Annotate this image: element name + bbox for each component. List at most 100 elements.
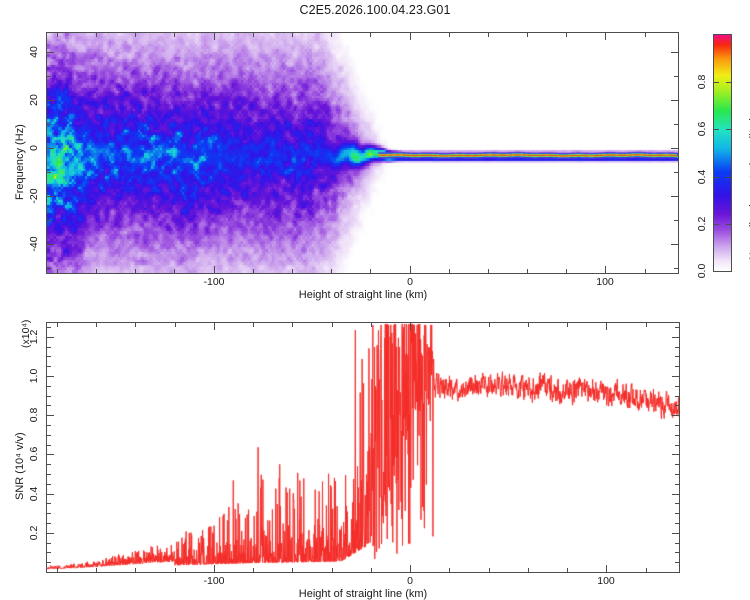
snr-xtick-minor <box>567 568 568 572</box>
spectrogram-xtick-major-top <box>605 33 606 40</box>
snr-ytick-major <box>47 494 54 495</box>
snr-ytick-minor-right <box>675 445 679 446</box>
snr-ytick-minor-right <box>675 405 679 406</box>
spectrogram-xtick-minor-top <box>645 33 646 37</box>
snr-xtick-minor-top <box>332 323 333 327</box>
spectrogram-ytick-minor-right <box>674 76 678 77</box>
snr-ytick-minor-right <box>675 366 679 367</box>
snr-xtick-minor-top <box>292 323 293 327</box>
snr-xtick-minor-top <box>489 323 490 327</box>
spectrogram-xtick-minor <box>96 269 97 273</box>
spectrogram-ytick-major-right <box>671 52 678 53</box>
snr-xtick-minor <box>646 568 647 572</box>
snr-ytick-major-right <box>672 376 679 377</box>
spectrogram-xtick-minor <box>174 269 175 273</box>
snr-ytick-minor-right <box>675 356 679 357</box>
snr-xticklabel: 100 <box>597 575 615 587</box>
snr-xtick-minor-top <box>175 323 176 327</box>
colorbar-ticklabel: 0.2 <box>696 216 708 232</box>
colorbar-ticklabel: 0.8 <box>696 74 708 90</box>
snr-xtick-minor <box>96 568 97 572</box>
spectrogram-xtick-minor-top <box>566 33 567 37</box>
snr-yticklabel: 0.8 <box>28 407 40 423</box>
snr-xticklabel: 0 <box>407 575 413 587</box>
spectrogram-yticklabel: -20 <box>28 188 40 204</box>
snr-ytick-minor-right <box>675 474 679 475</box>
snr-ytick-minor <box>47 366 51 367</box>
spectrogram-xtick-minor-top <box>96 33 97 37</box>
snr-ytick-minor <box>47 445 51 446</box>
spectrogram-xticklabel: 0 <box>407 276 413 288</box>
snr-ytick-major <box>47 376 54 377</box>
colorbar-ticklabel: 0.6 <box>696 121 708 137</box>
spectrogram-xtick-minor-top <box>331 33 332 37</box>
spectrogram-xtick-minor <box>331 269 332 273</box>
snr-xtick-minor <box>449 568 450 572</box>
snr-ytick-major <box>47 454 54 455</box>
spectrogram-yticklabel: -40 <box>28 236 40 252</box>
colorbar-gradient <box>714 35 731 271</box>
snr-ytick-minor-right <box>675 484 679 485</box>
snr-ytick-minor <box>47 474 51 475</box>
snr-ytick-minor <box>47 552 51 553</box>
colorbar-tick <box>714 177 719 178</box>
spectrogram-ytick-minor-right <box>674 172 678 173</box>
snr-xtick-major-top <box>410 323 411 330</box>
spectrogram-xticklabel: 100 <box>596 276 614 288</box>
snr-xtick-major-top <box>606 323 607 330</box>
snr-ytick-major <box>47 533 54 534</box>
spectrogram-ytick-minor <box>47 220 51 221</box>
snr-ytick-minor <box>47 356 51 357</box>
snr-xtick-minor-top <box>371 323 372 327</box>
spectrogram-image <box>47 33 678 273</box>
spectrogram-ytick-major <box>47 52 54 53</box>
snr-xtick-minor <box>135 568 136 572</box>
snr-ytick-major <box>47 337 54 338</box>
snr-xticklabel: -100 <box>203 575 225 587</box>
snr-ytick-minor-right <box>675 425 679 426</box>
snr-xtick-minor-top <box>253 323 254 327</box>
spectrogram-ylabel: Frequency (Hz) <box>14 124 26 200</box>
snr-xtick-minor-top <box>449 323 450 327</box>
snr-xtick-minor <box>175 568 176 572</box>
snr-ylabel: SNR (10⁴ v/v) <box>14 432 26 500</box>
spectrogram-xtick-major <box>410 266 411 273</box>
colorbar-ticklabel: 0.0 <box>696 263 708 279</box>
colorbar-tick <box>714 224 719 225</box>
spectrogram-yticklabel: 0 <box>28 145 40 151</box>
snr-yticklabel: 0.4 <box>28 486 40 502</box>
spectrogram-yticklabel: 40 <box>28 46 40 58</box>
snr-xtick-minor <box>489 568 490 572</box>
spectrogram-ytick-major <box>47 148 54 149</box>
snr-xtick-minor-top <box>567 323 568 327</box>
snr-ytick-minor <box>47 572 51 573</box>
spectrogram-xtick-minor-top <box>488 33 489 37</box>
spectrogram-xtick-minor <box>449 269 450 273</box>
spectrogram-ytick-minor <box>47 76 51 77</box>
spectrogram-ytick-minor <box>47 124 51 125</box>
snr-ytick-major-right <box>672 415 679 416</box>
spectrogram-xtick-minor <box>645 269 646 273</box>
spectrogram-xtick-major <box>605 266 606 273</box>
snr-xtick-minor <box>253 568 254 572</box>
snr-ytick-minor <box>47 513 51 514</box>
figure-title: C2E5.2026.100.04.23.G01 <box>299 3 451 17</box>
spectrogram-xlabel: Height of straight line (km) <box>298 289 428 301</box>
spectrogram-ytick-major-right <box>671 100 678 101</box>
spectrogram-ytick-minor-right <box>674 124 678 125</box>
snr-ytick-major-right <box>672 337 679 338</box>
spectrogram-ytick-minor-right <box>674 220 678 221</box>
snr-ytick-minor-right <box>675 396 679 397</box>
snr-xtick-minor <box>528 568 529 572</box>
snr-ytick-minor-right <box>675 572 679 573</box>
spectrogram-ytick-minor <box>47 268 51 269</box>
spectrogram-xtick-minor-top <box>57 33 58 37</box>
spectrogram-xtick-minor <box>292 269 293 273</box>
spectrogram-ytick-major-right <box>671 244 678 245</box>
spectrogram-xtick-major-top <box>214 33 215 40</box>
snr-xtick-minor-top <box>646 323 647 327</box>
spectrogram-ytick-major-right <box>671 196 678 197</box>
snr-ytick-minor <box>47 347 51 348</box>
snr-ytick-minor-right <box>675 435 679 436</box>
